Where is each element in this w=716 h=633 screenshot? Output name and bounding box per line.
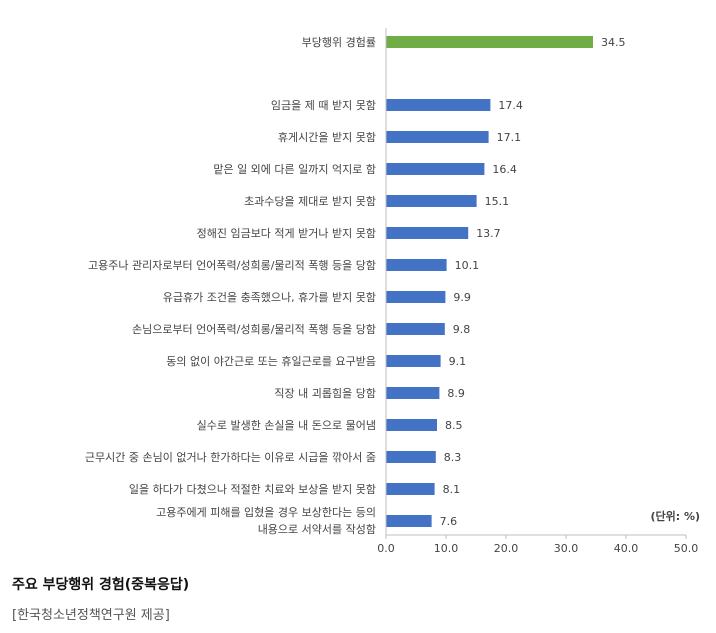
value-label: 8.9	[447, 387, 465, 400]
value-label: 7.6	[440, 515, 458, 528]
value-label: 34.5	[601, 36, 626, 49]
value-label: 9.9	[453, 291, 471, 304]
category-label: 직장 내 괴롭힘을 당함	[274, 387, 376, 400]
category-label: 동의 없이 야간근로 또는 휴일근로를 요구받음	[166, 354, 376, 368]
bar	[386, 291, 446, 303]
chart-caption-source: [한국청소년정책연구원 제공]	[12, 608, 170, 623]
category-label: 고용주에게 피해를 입혔을 경우 보상한다는 등의 내용으로 서약서를 작성함	[156, 505, 376, 536]
bar	[386, 451, 436, 463]
category-label: 실수로 발생한 손실을 내 돈으로 물어냄	[197, 419, 376, 432]
category-label: 고용주나 관리자로부터 언어폭력/성희롱/물리적 폭행 등을 당함	[88, 259, 376, 272]
bar	[386, 355, 441, 367]
value-label: 10.1	[455, 259, 480, 272]
bar	[386, 483, 435, 495]
category-label: 휴게시간을 받지 못함	[278, 131, 376, 144]
x-tick-label: 40.0	[614, 542, 639, 555]
unit-note: (단위: %)	[650, 509, 700, 523]
x-tick-label: 0.0	[377, 542, 395, 555]
value-label: 8.5	[445, 419, 463, 432]
bar	[386, 515, 432, 527]
value-label: 8.1	[443, 483, 461, 496]
value-label: 17.1	[497, 131, 521, 144]
x-tick-label: 10.0	[434, 542, 459, 555]
bar	[386, 227, 469, 239]
value-label: 9.1	[449, 355, 467, 368]
category-label: 초과수당을 제대로 받지 못함	[244, 195, 376, 208]
value-label: 17.4	[498, 99, 523, 112]
category-label: 손님으로부터 언어폭력/성희롱/물리적 폭행 등을 당함	[132, 323, 376, 336]
value-label: 15.1	[485, 195, 510, 208]
bar	[386, 99, 491, 111]
bar	[386, 36, 593, 48]
bar	[386, 323, 445, 335]
value-label: 16.4	[492, 163, 517, 176]
category-label: 부당행위 경험률	[302, 36, 376, 49]
bar	[386, 163, 485, 175]
bar	[386, 259, 447, 271]
value-label: 13.7	[476, 227, 501, 240]
category-label: 유급휴가 조건을 충족했으나, 휴가를 받지 못함	[163, 291, 376, 304]
category-label: 정해진 임금보다 적게 받거나 받지 못함	[197, 226, 376, 240]
bar	[386, 387, 440, 399]
value-label: 9.8	[453, 323, 471, 336]
category-label: 맡은 일 외에 다른 일까지 억지로 함	[213, 162, 376, 176]
bar	[386, 195, 477, 207]
bar	[386, 419, 437, 431]
value-label: 8.3	[444, 451, 462, 464]
category-label: 근무시간 중 손님이 없거나 한가하다는 이유로 시급을 깎아서 줌	[85, 450, 376, 464]
bar	[386, 131, 489, 143]
category-label: 임금을 제 때 받지 못함	[271, 99, 376, 112]
x-tick-label: 30.0	[554, 542, 579, 555]
x-tick-label: 50.0	[674, 542, 699, 555]
x-tick-label: 20.0	[494, 542, 519, 555]
chart-caption-title: 주요 부당행위 경험(중복응답)	[12, 577, 190, 593]
category-label: 일을 하다가 다쳤으나 적절한 치료와 보상을 받지 못함	[129, 482, 376, 496]
